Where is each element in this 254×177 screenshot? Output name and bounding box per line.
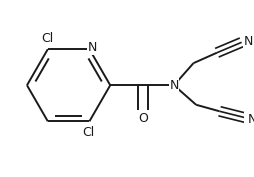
Text: N: N [248,113,254,125]
Text: O: O [138,112,148,125]
Text: Cl: Cl [82,126,94,139]
Text: Cl: Cl [42,32,54,45]
Text: N: N [244,35,253,47]
Text: N: N [88,41,97,54]
Text: N: N [169,79,179,92]
